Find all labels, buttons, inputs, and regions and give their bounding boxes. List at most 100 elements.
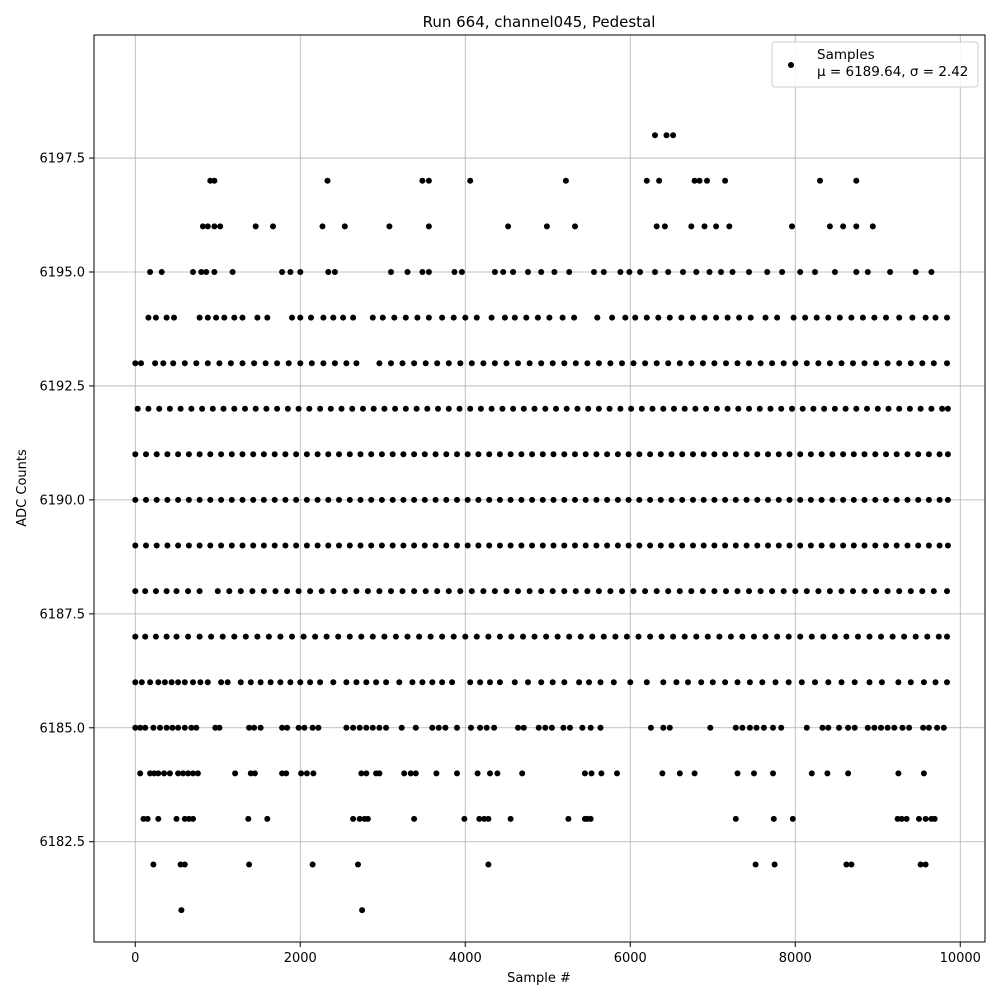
data-point (743, 496, 750, 503)
data-point (936, 542, 943, 549)
data-point (807, 451, 814, 458)
data-point (663, 132, 670, 139)
data-point (163, 314, 170, 321)
data-point (778, 724, 785, 731)
data-point (464, 542, 471, 549)
data-point (331, 360, 338, 367)
data-point (411, 588, 418, 595)
data-point (419, 679, 426, 686)
data-point (152, 588, 159, 595)
data-point (239, 451, 246, 458)
data-point (434, 588, 441, 595)
data-point (388, 360, 394, 367)
data-point (797, 496, 804, 503)
data-point (707, 724, 714, 731)
data-point (175, 542, 182, 549)
data-point (412, 770, 419, 777)
data-point (818, 451, 825, 458)
data-point (554, 633, 561, 640)
data-point (196, 633, 203, 640)
data-point (919, 360, 926, 367)
data-point (666, 724, 673, 731)
data-point (883, 451, 889, 458)
data-point (368, 451, 375, 458)
data-point (462, 314, 469, 321)
data-point (474, 770, 481, 777)
data-point (190, 770, 196, 777)
data-point (443, 496, 450, 503)
data-point (810, 405, 817, 412)
data-point (637, 269, 644, 275)
data-point (309, 724, 316, 731)
data-point (792, 588, 799, 595)
data-point (526, 360, 533, 367)
data-point (422, 360, 429, 367)
data-point (249, 588, 256, 595)
data-point (700, 496, 707, 503)
data-point (786, 496, 793, 503)
data-point (909, 314, 916, 321)
data-point (412, 724, 419, 731)
data-point (239, 360, 246, 367)
data-point (665, 269, 672, 275)
data-point (132, 542, 139, 549)
data-point (279, 770, 286, 777)
data-point (402, 405, 409, 412)
data-point (850, 588, 856, 595)
data-point (813, 314, 820, 321)
data-point (931, 815, 938, 822)
data-point (734, 360, 741, 367)
data-point (150, 861, 157, 868)
data-point (878, 724, 884, 731)
data-point (817, 177, 823, 184)
data-point (638, 405, 645, 412)
data-point (327, 405, 334, 412)
data-point (507, 815, 514, 822)
data-point (144, 815, 151, 822)
data-point (884, 588, 891, 595)
data-point (242, 633, 249, 640)
data-point (722, 451, 729, 458)
data-point (690, 314, 696, 321)
data-point (802, 314, 809, 321)
data-point (357, 451, 364, 458)
data-point (137, 724, 144, 731)
data-point (653, 588, 660, 595)
data-point (163, 588, 170, 595)
data-point (507, 542, 514, 549)
data-point (190, 679, 196, 686)
data-point (383, 724, 390, 731)
data-point (561, 496, 568, 503)
data-point (467, 177, 474, 184)
data-point (153, 542, 160, 549)
data-point (732, 496, 739, 503)
data-point (297, 269, 304, 275)
data-point (614, 542, 621, 549)
data-point (538, 269, 545, 275)
data-point (473, 314, 480, 321)
data-point (711, 496, 718, 503)
data-point (454, 542, 460, 549)
data-point (330, 679, 337, 686)
data-point (643, 314, 650, 321)
data-point (936, 451, 943, 458)
x-tick-label: 2000 (284, 951, 317, 966)
data-point (242, 405, 248, 412)
data-point (325, 496, 332, 503)
data-point (771, 861, 778, 868)
data-point (177, 861, 184, 868)
data-point (726, 223, 733, 230)
data-point (419, 177, 426, 184)
data-point (670, 633, 677, 640)
data-point (722, 496, 729, 503)
data-point (789, 405, 795, 412)
data-point (636, 451, 643, 458)
data-point (169, 724, 176, 731)
data-point (425, 314, 432, 321)
data-point (320, 360, 327, 367)
data-point (647, 451, 654, 458)
data-point (559, 314, 566, 321)
data-point (518, 542, 525, 549)
data-point (630, 360, 637, 367)
data-point (944, 405, 951, 412)
